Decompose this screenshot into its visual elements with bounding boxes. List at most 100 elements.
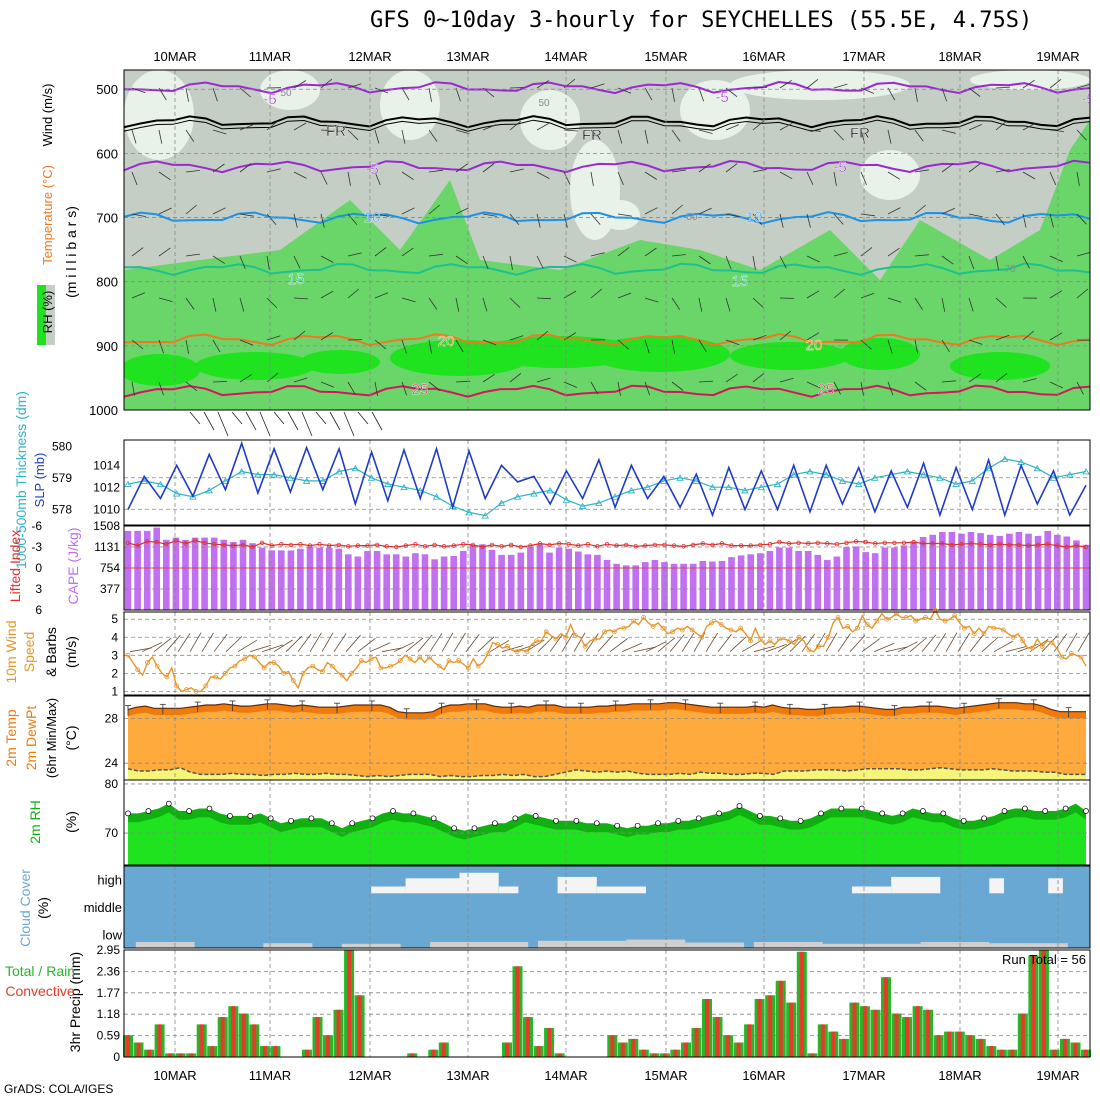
cape-bar bbox=[412, 553, 419, 610]
wind-barb-10m bbox=[321, 632, 334, 652]
wind-barb bbox=[158, 339, 164, 354]
wind-speed-point bbox=[845, 624, 851, 629]
lifted-index-point bbox=[729, 543, 734, 548]
cape-bar bbox=[632, 565, 639, 610]
wind-barb bbox=[293, 330, 306, 341]
cape-bar bbox=[182, 539, 189, 610]
cape-bar bbox=[220, 539, 228, 610]
cape-bar bbox=[651, 559, 659, 610]
wind-barb bbox=[239, 339, 254, 346]
precip-convective-bar bbox=[241, 1013, 246, 1057]
wind-barb bbox=[455, 129, 470, 135]
wind-barb-10m bbox=[669, 634, 685, 652]
cape-bar bbox=[709, 561, 716, 610]
precip-convective-bar bbox=[631, 1038, 636, 1057]
wind-speed-point bbox=[436, 663, 442, 669]
upper-y-tick: 1000 bbox=[89, 403, 118, 418]
wind-barb-10m bbox=[909, 637, 928, 653]
thickness-point bbox=[351, 464, 360, 472]
lifted-index-point bbox=[202, 540, 207, 545]
wind-barb bbox=[941, 163, 954, 173]
wind-barb-10m bbox=[273, 639, 293, 653]
rh2m-point bbox=[125, 810, 131, 817]
thickness-ylabel: 1000-500mb Thickness (dm) bbox=[13, 391, 29, 569]
thickness-point bbox=[773, 480, 782, 488]
wind-barb bbox=[887, 339, 893, 354]
wind-barb bbox=[995, 169, 1010, 173]
cape-bar bbox=[297, 548, 304, 610]
wind-barb bbox=[320, 171, 328, 185]
wind-barb bbox=[995, 373, 1008, 383]
wind-barb-10m bbox=[633, 646, 656, 653]
isotherm-label: FR bbox=[850, 125, 870, 142]
high-cloud-block bbox=[557, 876, 597, 894]
wind-barb bbox=[374, 381, 378, 396]
wind-barb bbox=[725, 213, 740, 218]
wind-barb bbox=[158, 87, 167, 101]
thickness-point bbox=[367, 474, 376, 481]
wind-barb bbox=[293, 213, 298, 228]
surface-barb bbox=[273, 411, 285, 425]
high-cloud-block bbox=[405, 878, 460, 894]
rh2m-point bbox=[206, 805, 213, 812]
cape-bar bbox=[210, 537, 218, 610]
low-cloud-block bbox=[430, 942, 529, 948]
cape-bar bbox=[316, 547, 323, 610]
cape-bar bbox=[843, 547, 850, 610]
thickness-point bbox=[254, 471, 262, 478]
lifted-index-point bbox=[681, 544, 686, 549]
wind-barb-10m bbox=[525, 639, 545, 653]
thickness-point bbox=[822, 471, 830, 478]
lifted-index-line bbox=[127, 540, 1087, 548]
rh2m-point bbox=[1062, 805, 1069, 812]
wind-speed-point bbox=[417, 654, 423, 660]
wind-barb-10m bbox=[921, 634, 937, 652]
wind-speed-point bbox=[465, 665, 471, 671]
surface-barb bbox=[371, 411, 383, 431]
upper-ylabel-wind: Wind (m/s) bbox=[40, 84, 55, 147]
isotherm-label: 20 bbox=[438, 333, 455, 350]
wind-speed-point bbox=[164, 674, 170, 680]
wind-speed-point bbox=[981, 631, 987, 637]
cape-bar bbox=[603, 559, 611, 610]
wind-speed-point bbox=[573, 633, 578, 638]
wind-barb bbox=[590, 213, 601, 225]
precip-convective-bar bbox=[694, 1028, 699, 1057]
wind-barb bbox=[644, 87, 653, 101]
cape-bar bbox=[670, 563, 678, 610]
wind-barb bbox=[1049, 78, 1062, 89]
precip-convective-bar bbox=[526, 1017, 530, 1057]
cape-bar bbox=[785, 547, 793, 610]
wind-barb-10m bbox=[585, 633, 599, 652]
temp2m-lower-area bbox=[128, 709, 1086, 780]
wind-barb-10m bbox=[1065, 632, 1078, 652]
wind-barb bbox=[320, 213, 325, 228]
low-cloud-block bbox=[626, 939, 686, 948]
wind-speed-point bbox=[290, 678, 296, 683]
wind-barb bbox=[753, 424, 767, 426]
thickness-point bbox=[400, 483, 408, 491]
wind-barb bbox=[671, 204, 683, 215]
precip-convective-bar bbox=[620, 1042, 625, 1057]
thickness-point bbox=[1065, 471, 1074, 478]
wind-barb bbox=[698, 87, 704, 102]
precip-convective-bar bbox=[799, 951, 804, 1057]
lifted-index-point bbox=[547, 542, 552, 548]
thickness-point bbox=[708, 483, 717, 491]
cape-tick: 377 bbox=[100, 582, 120, 596]
wind-barb bbox=[563, 255, 577, 263]
lifted-index-point bbox=[1083, 544, 1089, 550]
high-cloud-block bbox=[852, 886, 892, 894]
wind-barb bbox=[968, 373, 981, 383]
cape-tick: 754 bbox=[100, 561, 120, 575]
cape-bar bbox=[134, 530, 141, 610]
lifted-index-point bbox=[164, 542, 169, 547]
rh-saturated-area bbox=[590, 336, 730, 372]
wind-barb bbox=[374, 247, 387, 257]
wind-barb-10m bbox=[969, 634, 984, 652]
cape-bar bbox=[421, 554, 429, 610]
wind-barb bbox=[806, 213, 811, 228]
low-cloud-block bbox=[538, 940, 627, 948]
date-label-top: 15MAR bbox=[644, 49, 687, 64]
precip-convective-bar bbox=[841, 1038, 846, 1057]
